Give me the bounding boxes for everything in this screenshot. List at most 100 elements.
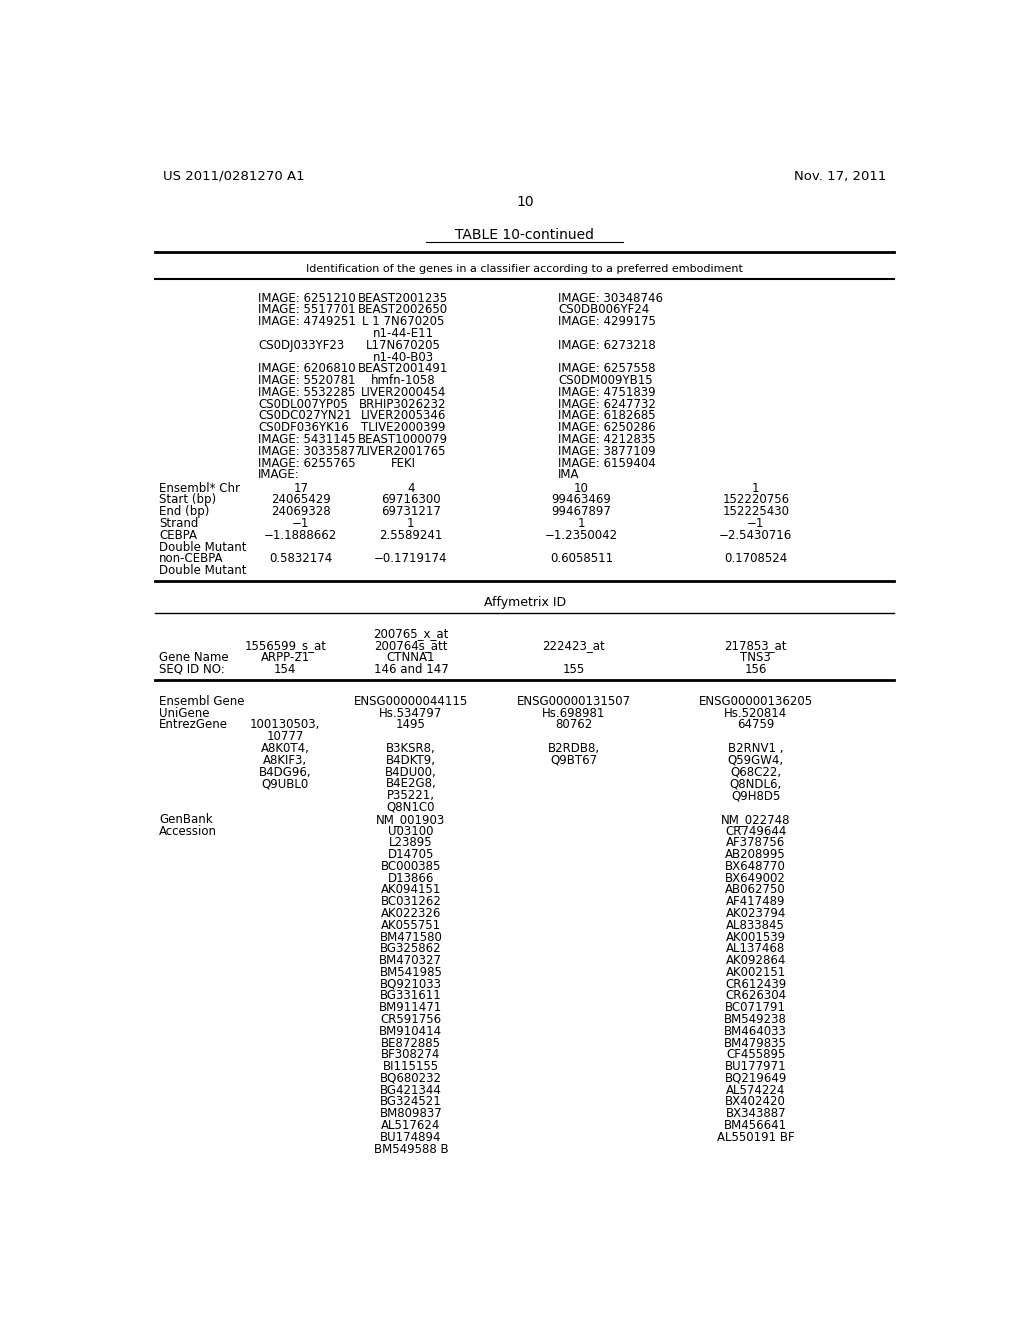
Text: 100130503,: 100130503,	[250, 718, 321, 731]
Text: BEAST2002650: BEAST2002650	[358, 304, 449, 317]
Text: AK092864: AK092864	[726, 954, 786, 968]
Text: Strand: Strand	[159, 517, 199, 531]
Text: A8K0T4,: A8K0T4,	[261, 742, 310, 755]
Text: 4: 4	[408, 482, 415, 495]
Text: IMAGE: 6182685: IMAGE: 6182685	[558, 409, 655, 422]
Text: L 1 7N670205: L 1 7N670205	[361, 315, 444, 329]
Text: 1: 1	[578, 517, 585, 531]
Text: CR626304: CR626304	[725, 990, 786, 1002]
Text: BM910414: BM910414	[379, 1024, 442, 1038]
Text: 152225430: 152225430	[722, 506, 790, 519]
Text: CS0DC027YN21: CS0DC027YN21	[258, 409, 352, 422]
Text: L23895: L23895	[389, 837, 433, 849]
Text: IMAGE:: IMAGE:	[258, 469, 300, 482]
Text: 0.6058511: 0.6058511	[550, 552, 613, 565]
Text: AL574224: AL574224	[726, 1084, 785, 1097]
Text: BF308274: BF308274	[381, 1048, 440, 1061]
Text: IMAGE: 5431145: IMAGE: 5431145	[258, 433, 355, 446]
Text: Double Mutant: Double Mutant	[159, 541, 247, 553]
Text: BX648770: BX648770	[725, 859, 786, 873]
Text: BX343887: BX343887	[725, 1107, 786, 1121]
Text: Start (bp): Start (bp)	[159, 494, 216, 507]
Text: AK094151: AK094151	[381, 883, 441, 896]
Text: 10777: 10777	[266, 730, 304, 743]
Text: ARPP-21: ARPP-21	[261, 651, 310, 664]
Text: Double Mutant: Double Mutant	[159, 564, 247, 577]
Text: TABLE 10-continued: TABLE 10-continued	[456, 227, 594, 242]
Text: IMAGE: 6273218: IMAGE: 6273218	[558, 339, 656, 351]
Text: AK022326: AK022326	[381, 907, 441, 920]
Text: Ensembl* Chr: Ensembl* Chr	[159, 482, 240, 495]
Text: TLIVE2000399: TLIVE2000399	[360, 421, 445, 434]
Text: Q9UBL0: Q9UBL0	[262, 777, 309, 791]
Text: BQ219649: BQ219649	[725, 1072, 786, 1085]
Text: 69731217: 69731217	[381, 506, 440, 519]
Text: 24069328: 24069328	[271, 506, 331, 519]
Text: BM549238: BM549238	[724, 1012, 787, 1026]
Text: AB208995: AB208995	[725, 847, 786, 861]
Text: 155: 155	[562, 663, 585, 676]
Text: BG325862: BG325862	[380, 942, 441, 956]
Text: BC071791: BC071791	[725, 1002, 786, 1014]
Text: A8KIF3,: A8KIF3,	[263, 754, 307, 767]
Text: GenBank: GenBank	[159, 813, 213, 826]
Text: BE872885: BE872885	[381, 1036, 441, 1049]
Text: CS0DL007YP05: CS0DL007YP05	[258, 397, 348, 411]
Text: BM464033: BM464033	[724, 1024, 787, 1038]
Text: EntrezGene: EntrezGene	[159, 718, 228, 731]
Text: −1.1888662: −1.1888662	[264, 529, 338, 541]
Text: BX649002: BX649002	[725, 871, 786, 884]
Text: AK002151: AK002151	[726, 966, 785, 979]
Text: End (bp): End (bp)	[159, 506, 209, 519]
Text: 146 and 147: 146 and 147	[374, 663, 449, 676]
Text: AL137468: AL137468	[726, 942, 785, 956]
Text: AK023794: AK023794	[726, 907, 786, 920]
Text: 24065429: 24065429	[271, 494, 331, 507]
Text: hmfn-1058: hmfn-1058	[371, 374, 435, 387]
Text: D14705: D14705	[388, 847, 434, 861]
Text: 156: 156	[744, 663, 767, 676]
Text: FEKI: FEKI	[390, 457, 416, 470]
Text: B4DKT9,: B4DKT9,	[386, 754, 436, 767]
Text: L17N670205: L17N670205	[366, 339, 440, 351]
Text: P35221,: P35221,	[387, 789, 435, 803]
Text: BM911471: BM911471	[379, 1002, 442, 1014]
Text: BRHIP3026232: BRHIP3026232	[359, 397, 446, 411]
Text: CS0DB006YF24: CS0DB006YF24	[558, 304, 649, 317]
Text: LIVER2000454: LIVER2000454	[360, 385, 445, 399]
Text: CR749644: CR749644	[725, 825, 786, 837]
Text: 2.5589241: 2.5589241	[379, 529, 442, 541]
Text: −0.1719174: −0.1719174	[374, 552, 447, 565]
Text: BG324521: BG324521	[380, 1096, 441, 1109]
Text: NM_022748: NM_022748	[721, 813, 791, 826]
Text: BC000385: BC000385	[381, 859, 441, 873]
Text: CR591756: CR591756	[380, 1012, 441, 1026]
Text: 200764s_att: 200764s_att	[374, 639, 447, 652]
Text: IMAGE: 4751839: IMAGE: 4751839	[558, 385, 655, 399]
Text: Ensembl Gene: Ensembl Gene	[159, 694, 245, 708]
Text: BM471580: BM471580	[380, 931, 442, 944]
Text: AL550191 BF: AL550191 BF	[717, 1131, 795, 1144]
Text: 1495: 1495	[396, 718, 426, 731]
Text: IMAGE: 30335877: IMAGE: 30335877	[258, 445, 362, 458]
Text: BQ921033: BQ921033	[380, 978, 442, 991]
Text: 217853_at: 217853_at	[725, 639, 787, 652]
Text: NM_001903: NM_001903	[376, 813, 445, 826]
Text: BEAST1000079: BEAST1000079	[358, 433, 449, 446]
Text: 0.1708524: 0.1708524	[724, 552, 787, 565]
Text: Nov. 17, 2011: Nov. 17, 2011	[795, 170, 887, 183]
Text: 1556599_s_at: 1556599_s_at	[245, 639, 327, 652]
Text: AL517624: AL517624	[381, 1119, 440, 1133]
Text: B3KSR8,: B3KSR8,	[386, 742, 436, 755]
Text: CEBPA: CEBPA	[159, 529, 197, 541]
Text: US 2011/0281270 A1: US 2011/0281270 A1	[163, 170, 304, 183]
Text: B4DG96,: B4DG96,	[259, 766, 311, 779]
Text: IMAGE: 5520781: IMAGE: 5520781	[258, 374, 355, 387]
Text: 1: 1	[752, 482, 760, 495]
Text: BX402420: BX402420	[725, 1096, 786, 1109]
Text: 200765_x_at: 200765_x_at	[373, 627, 449, 640]
Text: Q68C22,: Q68C22,	[730, 766, 781, 779]
Text: 1: 1	[408, 517, 415, 531]
Text: Accession: Accession	[159, 825, 217, 837]
Text: IMAGE: 6206810: IMAGE: 6206810	[258, 362, 355, 375]
